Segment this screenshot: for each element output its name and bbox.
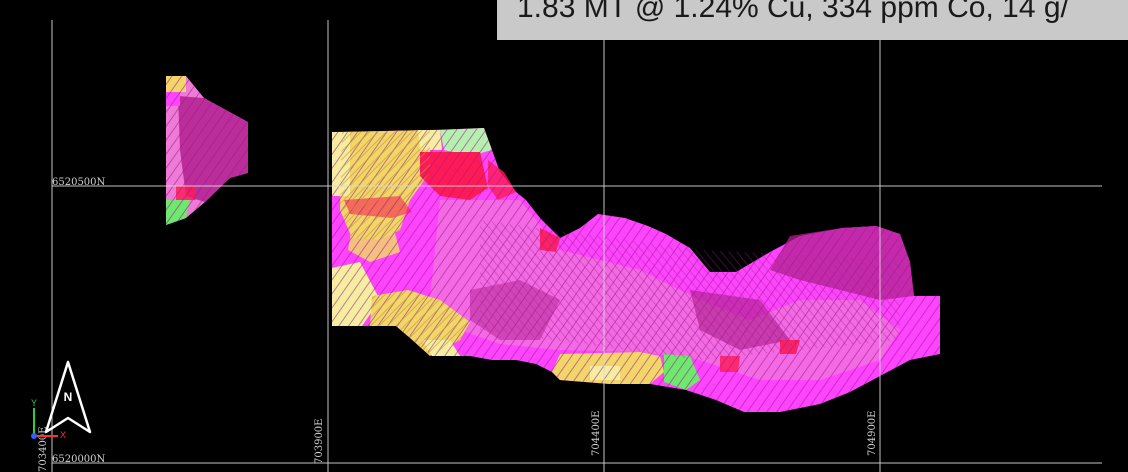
main-orebody <box>332 128 940 412</box>
resource-banner: 1.83 MT @ 1.24% Cu, 334 ppm Co, 14 g/ <box>497 0 1128 40</box>
coordinate-grid <box>51 20 1102 472</box>
north-letter: N <box>63 390 73 404</box>
axis-triad-icon: Y X <box>22 398 72 444</box>
easting-label-4: 704900E <box>867 410 878 456</box>
northing-label-lower: 6520000N <box>52 454 106 465</box>
axis-x-label: X <box>60 430 67 440</box>
resource-banner-text: 1.83 MT @ 1.24% Cu, 334 ppm Co, 14 g/ <box>517 0 1069 24</box>
northing-label-upper: 6520500N <box>52 177 106 188</box>
west-orebody <box>166 76 248 225</box>
axis-y-label: Y <box>31 398 38 408</box>
easting-label-2: 703900E <box>314 418 325 464</box>
north-arrow-icon: N <box>40 360 96 436</box>
easting-label-3: 704400E <box>591 410 602 456</box>
